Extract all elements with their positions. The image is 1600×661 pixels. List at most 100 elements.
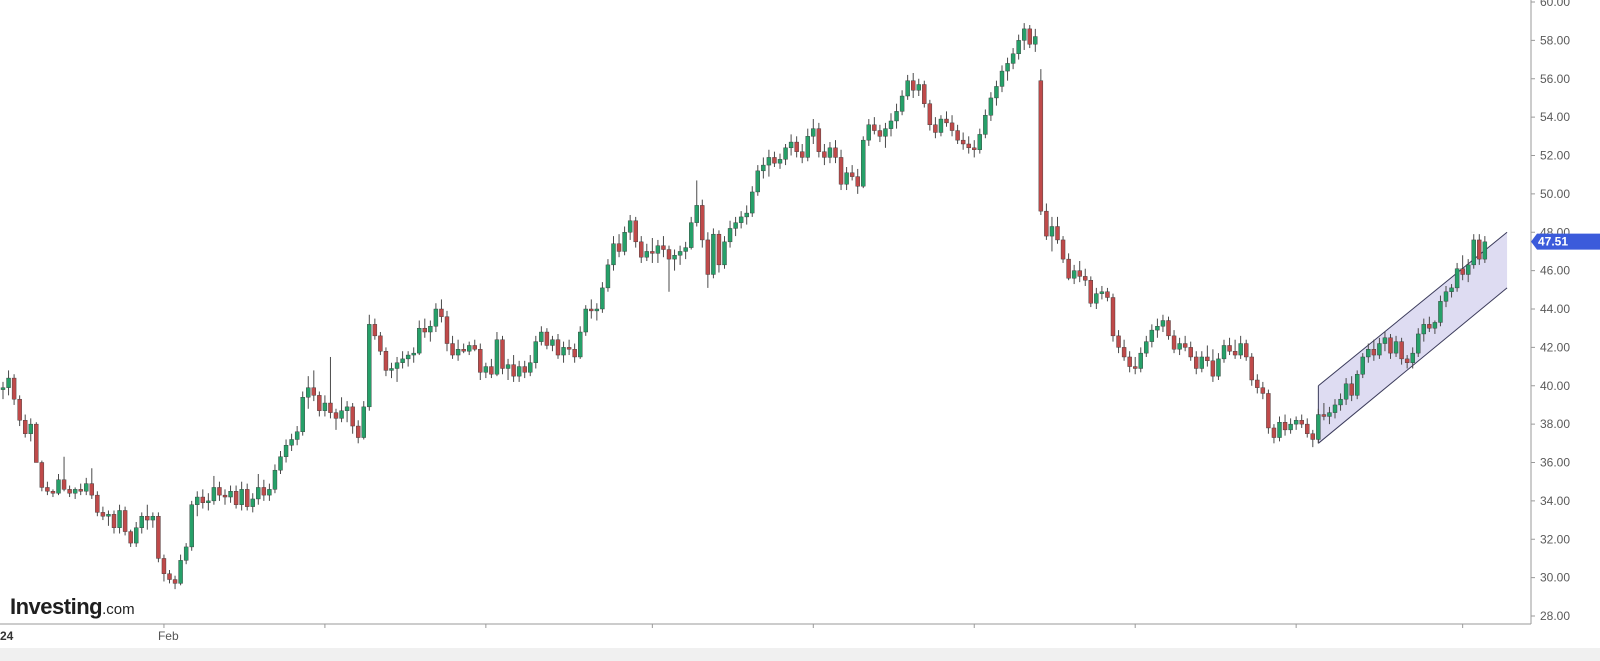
candle-body xyxy=(78,489,83,492)
candle xyxy=(250,493,255,513)
candle xyxy=(1427,316,1432,333)
candle xyxy=(72,487,78,499)
candle xyxy=(1066,253,1071,281)
candle-body xyxy=(444,316,450,344)
candle xyxy=(156,512,161,563)
candle xyxy=(28,418,33,442)
x-axis: 24Feb2025 xyxy=(0,623,1531,643)
candle-body xyxy=(200,496,206,503)
candle-body xyxy=(489,366,494,375)
candle-body xyxy=(1321,414,1327,417)
candle-body xyxy=(1116,335,1121,348)
candle xyxy=(211,475,217,505)
candle-body xyxy=(977,134,982,150)
candle xyxy=(195,491,200,517)
candle-body xyxy=(478,349,483,373)
candle xyxy=(677,245,683,265)
candle xyxy=(1221,339,1227,363)
investing-logo[interactable]: Investing.com xyxy=(10,596,135,618)
candle-body xyxy=(1005,63,1010,72)
candle xyxy=(67,485,72,498)
candle-body xyxy=(661,245,666,250)
candle-body xyxy=(117,510,122,528)
candle xyxy=(1249,353,1254,386)
candle xyxy=(89,468,95,499)
candle xyxy=(272,464,278,494)
candle-body xyxy=(633,220,638,243)
candle-body xyxy=(861,139,866,187)
candle xyxy=(1071,264,1077,285)
candle xyxy=(289,433,294,451)
candle-body xyxy=(1182,343,1188,348)
candle-body xyxy=(405,354,411,360)
candle-body xyxy=(644,251,649,258)
candle xyxy=(23,414,28,438)
candle xyxy=(200,489,206,509)
candle-body xyxy=(1083,276,1088,281)
candle xyxy=(883,122,888,148)
candle xyxy=(1443,285,1449,308)
y-tick-label: 28.00 xyxy=(1540,609,1570,623)
candle xyxy=(145,504,150,530)
candle xyxy=(1454,262,1460,292)
y-tick-label: 56.00 xyxy=(1540,72,1570,86)
candle-body xyxy=(339,410,344,419)
candle-body xyxy=(844,172,849,185)
candle xyxy=(766,149,772,177)
candle-body xyxy=(217,487,222,496)
candle xyxy=(56,474,61,496)
candle xyxy=(317,391,322,417)
logo-suffix: .com xyxy=(102,601,135,618)
candle xyxy=(500,335,505,375)
candle-body xyxy=(317,395,322,411)
candle xyxy=(600,282,605,313)
candle-body xyxy=(306,387,311,398)
candle xyxy=(566,339,572,356)
candle-body xyxy=(1010,53,1016,64)
candle xyxy=(283,439,289,463)
candle xyxy=(389,362,394,379)
candle-body xyxy=(89,483,95,496)
candle-body xyxy=(583,308,588,333)
candle xyxy=(1416,328,1421,357)
candle xyxy=(788,134,794,156)
candle xyxy=(1055,216,1060,244)
logo-brand: Investing xyxy=(10,594,103,619)
candle xyxy=(1366,343,1371,363)
candle xyxy=(794,136,799,158)
candle xyxy=(555,333,561,359)
candle xyxy=(183,543,189,565)
candle xyxy=(1210,349,1216,382)
candle-body xyxy=(1460,268,1465,275)
candle xyxy=(239,481,244,511)
candle xyxy=(700,199,705,248)
candle-body xyxy=(1338,398,1343,406)
candle xyxy=(1310,429,1316,448)
candle xyxy=(467,341,472,356)
candle-body xyxy=(572,349,577,358)
y-tick-label: 32.00 xyxy=(1540,532,1570,546)
candle xyxy=(61,456,67,492)
candle xyxy=(1282,414,1288,436)
candle-body xyxy=(800,151,805,158)
candle xyxy=(1138,347,1143,373)
candle xyxy=(367,314,372,411)
candle xyxy=(1049,216,1055,252)
candle-body xyxy=(805,136,810,158)
candle-body xyxy=(905,80,910,97)
candle xyxy=(655,239,661,263)
candle xyxy=(394,356,400,382)
candle-body xyxy=(1266,393,1271,429)
candle xyxy=(405,351,411,367)
candle-body xyxy=(34,423,39,463)
candle xyxy=(494,332,500,377)
candle-body xyxy=(178,560,183,584)
candle xyxy=(994,80,999,106)
candle xyxy=(422,318,427,338)
candle xyxy=(505,358,511,380)
candle xyxy=(1182,335,1188,352)
candle xyxy=(78,483,83,496)
bottom-scroll-strip[interactable] xyxy=(0,648,1600,661)
candle xyxy=(733,216,738,237)
